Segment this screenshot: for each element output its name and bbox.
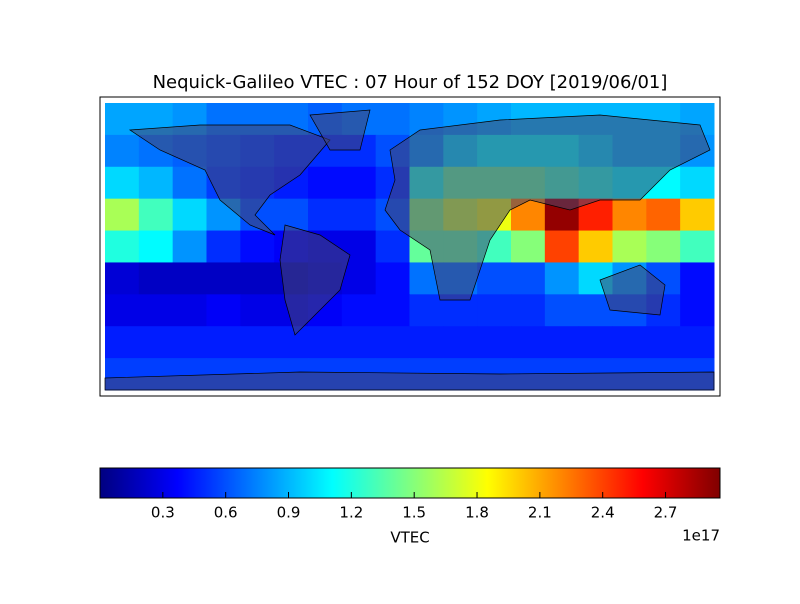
heat-cell <box>105 294 140 327</box>
heat-cell <box>511 326 546 359</box>
map-frame <box>99 96 721 397</box>
heat-cell <box>172 326 207 359</box>
heat-cell <box>375 262 410 295</box>
heat-cell <box>206 262 241 295</box>
heat-cell <box>172 262 207 295</box>
heat-cell <box>375 294 410 327</box>
heat-cell <box>172 230 207 263</box>
heat-cell <box>578 230 613 263</box>
heat-cell <box>544 294 580 327</box>
colorbar-label: VTEC <box>390 529 429 547</box>
heat-cell <box>308 198 343 232</box>
heat-cell <box>680 262 715 295</box>
heat-cell <box>274 326 309 359</box>
heat-cell <box>172 294 207 327</box>
heat-cell <box>308 326 343 359</box>
heat-cell <box>680 198 715 232</box>
heat-cell <box>680 166 715 200</box>
heat-cell <box>544 230 580 263</box>
heat-cell <box>138 198 174 232</box>
colorbar-tick-label: 2.7 <box>654 504 678 522</box>
heat-cell <box>240 294 275 327</box>
heat-cell <box>578 326 613 359</box>
colorbar-tick-label: 0.3 <box>151 504 175 522</box>
heat-cell <box>612 326 647 359</box>
colorbar <box>99 467 721 499</box>
heat-cell <box>680 294 715 327</box>
heat-cell <box>341 262 377 295</box>
heat-cell <box>105 230 140 263</box>
heat-cell <box>646 198 681 232</box>
heat-cell <box>409 294 444 327</box>
colorbar-tick-label: 1.8 <box>465 504 489 522</box>
heat-cell <box>511 294 546 327</box>
heat-cell <box>172 198 207 232</box>
heat-cell <box>646 230 681 263</box>
heat-cell <box>308 166 343 200</box>
heat-cell <box>443 326 478 359</box>
heat-cell <box>341 326 377 359</box>
heat-cell <box>375 230 410 263</box>
heat-cell <box>511 230 546 263</box>
heat-cell <box>240 262 275 295</box>
heat-cell <box>138 230 174 263</box>
colorbar-tick-label: 0.9 <box>277 504 301 522</box>
heat-cell <box>477 326 512 359</box>
heat-cell <box>138 166 174 200</box>
heat-cell <box>680 230 715 263</box>
heat-cell <box>240 230 275 263</box>
heat-cell <box>612 230 647 263</box>
heat-cell <box>375 103 410 136</box>
heat-cell <box>544 262 580 295</box>
heat-cell <box>477 262 512 295</box>
heat-cell <box>240 326 275 359</box>
heat-cell <box>206 230 241 263</box>
heat-cell <box>409 326 444 359</box>
heat-cell <box>274 198 309 232</box>
coastlines <box>104 109 715 391</box>
heat-cell <box>341 294 377 327</box>
heat-cell <box>172 166 207 200</box>
heat-cell <box>646 326 681 359</box>
heat-cell <box>105 262 140 295</box>
heat-cell <box>206 294 241 327</box>
heat-cell <box>105 134 140 168</box>
heat-cell <box>105 166 140 200</box>
colorbar-tick-label: 1.5 <box>402 504 426 522</box>
heat-cell <box>105 198 140 232</box>
heat-cell <box>206 326 241 359</box>
heat-cell <box>138 294 174 327</box>
heat-cell <box>375 326 410 359</box>
heat-cell <box>138 326 174 359</box>
colorbar-tick-label: 0.6 <box>214 504 238 522</box>
colorbar-tick-label: 2.4 <box>591 504 615 522</box>
colorbar-tick-label: 2.1 <box>528 504 552 522</box>
chart-title: Nequick-Galileo VTEC : 07 Hour of 152 DO… <box>153 72 668 93</box>
heat-cell <box>511 262 546 295</box>
heat-cell <box>105 326 140 359</box>
heat-cell <box>341 166 377 200</box>
offset-label: 1e17 <box>682 527 720 545</box>
heat-cell <box>477 294 512 327</box>
heat-cell <box>341 198 377 232</box>
heat-cell <box>138 262 174 295</box>
heat-cell <box>680 326 715 359</box>
heat-cell <box>544 326 580 359</box>
colorbar-tick-label: 1.2 <box>339 504 363 522</box>
heat-cell <box>612 198 647 232</box>
